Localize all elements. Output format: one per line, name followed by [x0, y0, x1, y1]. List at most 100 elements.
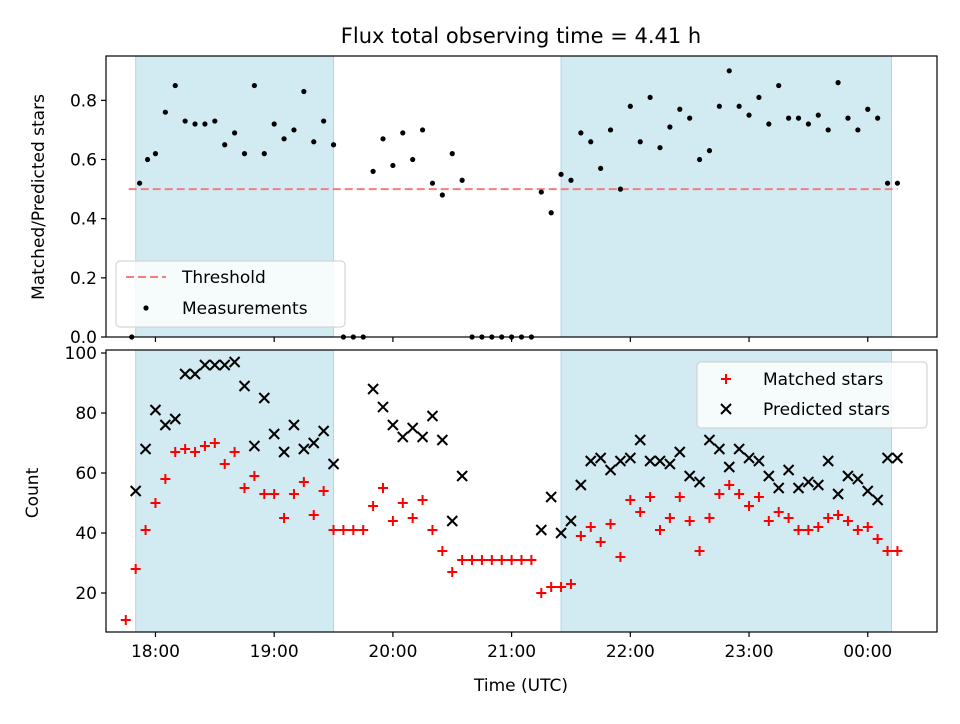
matched-star-point: [526, 555, 537, 565]
measurement-point: [212, 118, 218, 124]
measurement-point: [241, 151, 248, 157]
matched-star-point: [892, 546, 903, 556]
measurement-point: [855, 127, 861, 133]
measurement-point: [370, 168, 376, 174]
measurement-point: [815, 112, 821, 118]
matched-star-point: [338, 525, 349, 535]
y-tick-label: 0.6: [70, 151, 97, 171]
predicted-star-point: [594, 452, 607, 464]
measurement-point: [696, 156, 703, 163]
matched-star-point: [615, 552, 626, 562]
y-tick-label: 0.8: [70, 91, 97, 111]
predicted-star-point: [842, 470, 854, 482]
measurement-point: [429, 180, 436, 186]
measurement-point: [647, 94, 653, 101]
matched-star-point: [437, 546, 448, 556]
measurement-point: [311, 139, 317, 145]
y-tick-label: 20: [75, 584, 97, 604]
predicted-star-point: [258, 392, 270, 404]
measurement-point: [251, 82, 257, 89]
matched-star-point: [387, 516, 398, 526]
measurement-point: [202, 121, 208, 127]
measurement-point: [835, 80, 841, 86]
measurement-point: [716, 103, 722, 109]
matched-star-point: [407, 513, 418, 523]
predicted-star-point: [852, 473, 864, 485]
predicted-star-point: [822, 455, 834, 467]
bottom-axes-frame: [105, 349, 938, 633]
measurement-point: [271, 121, 277, 127]
matched-star-point: [724, 480, 735, 490]
predicted-star-point: [683, 470, 696, 482]
top-y-axis-label: Matched/Predicted stars: [29, 94, 49, 300]
matched-star-point: [328, 525, 339, 535]
top-legend-box: [115, 260, 346, 328]
predicted-star-point: [446, 515, 458, 527]
measurement-point: [825, 127, 831, 133]
matched-star-point: [635, 507, 646, 517]
predicted-star-point: [129, 485, 142, 497]
predicted-star-point: [693, 476, 706, 488]
measurement-point: [459, 177, 465, 183]
top-axes-frame: [105, 55, 938, 338]
predicted-star-point: [416, 431, 429, 443]
matched-star-point: [585, 522, 596, 532]
matched-star-point: [872, 534, 883, 544]
matched-star-point: [417, 495, 428, 505]
predicted-star-point: [614, 455, 627, 467]
predicted-legend-swatch: [720, 403, 732, 415]
matched-star-point: [130, 564, 141, 574]
predicted-star-point: [387, 419, 399, 431]
matched-star-point: [190, 447, 201, 457]
shaded-interval-1: [135, 349, 335, 633]
predicted-star-point: [604, 464, 617, 476]
measurement-point: [410, 156, 416, 163]
top-y-ticks: 0.0 0.2 0.4 0.6 0.8: [70, 91, 106, 348]
predicted-star-point: [891, 452, 904, 464]
measurement-point: [578, 130, 584, 136]
matched-star-point: [447, 567, 458, 577]
matched-star-point: [536, 588, 547, 598]
predicted-star-point: [238, 380, 251, 392]
measurement-point: [232, 130, 238, 136]
predicted-star-point: [881, 452, 894, 464]
matched-star-point: [160, 474, 171, 484]
y-tick-label: 0.2: [70, 269, 97, 289]
predicted-star-point: [862, 485, 874, 497]
measurement-point: [449, 151, 455, 157]
measurement-point: [865, 106, 871, 112]
predicted-star-point: [723, 461, 735, 473]
measurement-point: [419, 127, 426, 133]
predicted-star-point: [812, 479, 824, 491]
predicted-star-point: [149, 404, 162, 416]
predicted-star-point: [743, 452, 755, 464]
matched-star-point: [714, 489, 725, 499]
measurement-point: [598, 165, 604, 171]
matched-star-point: [427, 525, 438, 535]
matched-star-point: [457, 555, 468, 565]
matched-star-point: [852, 525, 863, 535]
matched-star-point: [575, 531, 586, 541]
measurement-point: [291, 127, 297, 133]
x-tick-label: 00:00: [843, 642, 892, 662]
measurement-point: [390, 162, 396, 169]
predicted-star-point: [575, 479, 587, 491]
matched-star-point: [467, 555, 478, 565]
predicted-star-point: [634, 434, 646, 446]
matched-star-point: [773, 507, 784, 517]
matched-star-point: [318, 486, 329, 496]
predicted-star-point: [733, 443, 745, 455]
chart-title: Flux total observing time = 4.41 h: [341, 24, 701, 48]
x-tick-label: 22:00: [606, 642, 655, 662]
measurement-point: [884, 180, 891, 186]
matched-star-point: [368, 501, 379, 511]
matched-star-point: [239, 483, 250, 493]
y-tick-label: 40: [75, 524, 97, 544]
predicted-star-point: [189, 368, 201, 380]
measurement-point: [687, 115, 693, 121]
measurement-point: [637, 139, 643, 145]
top-panel: 0.00.20.40.60.8 Matched/Predicted stars …: [29, 55, 938, 348]
measurement-point: [261, 151, 267, 157]
